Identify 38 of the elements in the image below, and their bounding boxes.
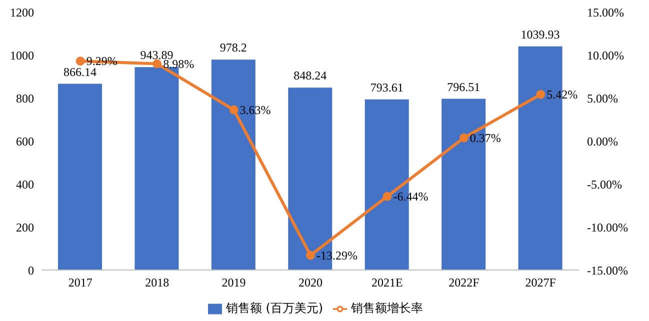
x-tick-label: 2018 — [145, 276, 170, 290]
y-tick-label: 0 — [28, 263, 34, 278]
legend-label: 销售额增长率 — [351, 301, 424, 315]
x-tick-label: 2019 — [222, 276, 246, 290]
data-label: 978.2 — [220, 40, 247, 55]
y2-tick-label: 10.00% — [587, 48, 624, 62]
legend-label: 销售额 (百万美元) — [226, 301, 324, 315]
y2-tick-label: -10.00% — [587, 220, 628, 234]
y-tick-label: 400 — [16, 177, 34, 192]
y-tick-label: 1000 — [10, 48, 34, 62]
point — [306, 250, 315, 260]
x-tick-label: 2027F — [525, 276, 556, 290]
point — [536, 90, 546, 99]
y-tick-label: 200 — [16, 220, 34, 234]
x-tick-label: 2022F — [448, 276, 480, 290]
bar — [134, 67, 179, 270]
y2-tick-label: 15.00% — [587, 5, 624, 20]
x-tick-label: 2021E — [372, 276, 403, 290]
point — [152, 59, 162, 68]
data-label: 848.24 — [294, 68, 327, 83]
x-tick-label: 2020 — [298, 276, 322, 290]
point — [76, 56, 85, 66]
data-label: 796.51 — [447, 80, 480, 94]
point — [229, 105, 238, 114]
point — [382, 192, 392, 201]
bar — [58, 84, 102, 270]
data-label: 1039.93 — [520, 27, 560, 42]
y-tick-label: 1200 — [10, 5, 34, 20]
data-label: 5.42% — [546, 87, 578, 102]
y-tick-label: 600 — [16, 134, 34, 148]
y2-tick-label: 0.00% — [587, 134, 618, 148]
y-tick-label: 800 — [16, 91, 34, 106]
data-label: 793.61 — [370, 80, 404, 94]
y2-tick-label: -15.00% — [587, 263, 628, 278]
y2-tick-label: -5.00% — [587, 177, 622, 192]
x-tick-label: 2017 — [68, 276, 92, 290]
point — [459, 133, 468, 142]
y2-tick-label: 5.00% — [587, 91, 618, 106]
